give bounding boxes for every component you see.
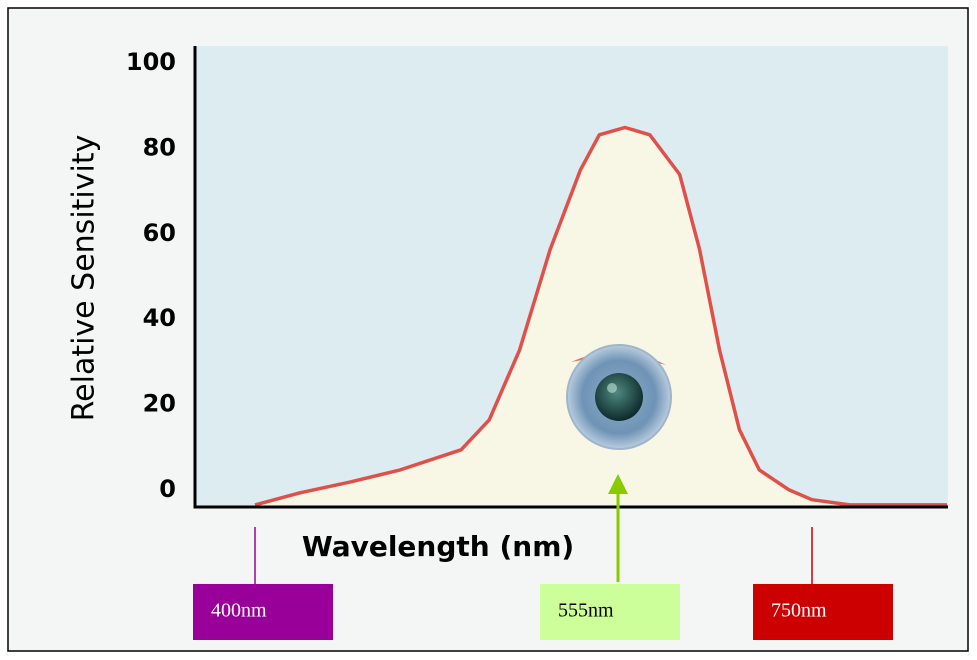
y-axis-label: Relative Sensitivity (67, 135, 102, 422)
marker-label: 400nm (211, 600, 267, 622)
marker-label: 555nm (558, 600, 614, 622)
y-tick-label: 80 (143, 133, 176, 161)
y-tick-label: 40 (143, 304, 176, 332)
y-tick-label: 20 (143, 390, 176, 418)
marker-label: 750nm (771, 600, 827, 622)
eye-pupil (595, 373, 643, 421)
y-tick-label: 100 (126, 48, 176, 76)
x-axis-label: Wavelength (nm) (302, 530, 574, 563)
y-tick-label: 60 (143, 219, 176, 247)
y-tick-label: 0 (159, 475, 176, 503)
eye-highlight (607, 383, 617, 393)
chart: 0 20 40 60 80 100 400nm 555nm 750nm Relative Sen… (0, 0, 977, 660)
